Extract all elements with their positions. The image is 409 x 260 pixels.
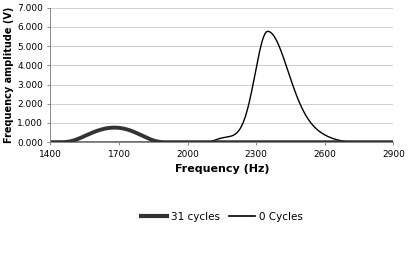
- Y-axis label: Frequency amplitude (V): Frequency amplitude (V): [4, 7, 14, 143]
- Legend: 31 cycles, 0 Cycles: 31 cycles, 0 Cycles: [137, 208, 307, 226]
- X-axis label: Frequency (Hz): Frequency (Hz): [175, 164, 269, 174]
